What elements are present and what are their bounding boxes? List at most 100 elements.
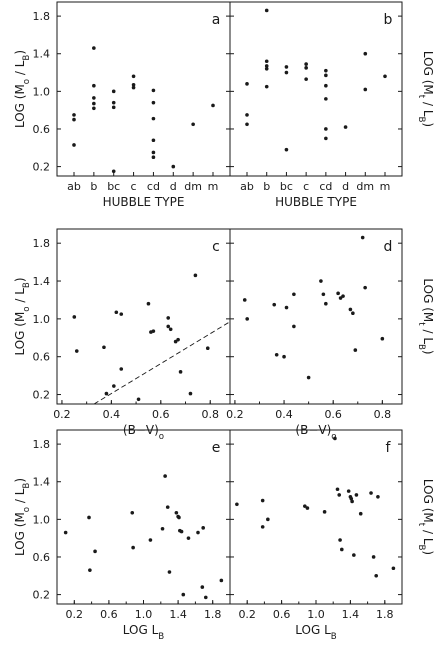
data-point-d	[292, 292, 296, 297]
data-point-a	[211, 103, 215, 108]
data-point-c	[193, 273, 198, 278]
panel-label-d: d	[384, 239, 393, 255]
x-tick-label-d: 0.4	[275, 408, 293, 421]
data-point-e	[87, 515, 91, 520]
data-point-b	[304, 62, 308, 66]
data-point-a	[72, 113, 76, 117]
data-point-a	[111, 89, 116, 94]
x-tick-label-a: c	[131, 180, 137, 193]
data-point-f	[340, 547, 344, 552]
x-tick-label-d: 0.6	[324, 408, 342, 421]
data-point-a	[111, 105, 116, 110]
y-tick-label-a: 1.4	[33, 48, 51, 61]
x-axis-label-c: (B−V)o	[123, 423, 164, 442]
data-point-e	[165, 505, 170, 509]
y-tick-label-c: 1.8	[33, 237, 51, 250]
data-point-b	[324, 68, 328, 73]
data-point-b	[284, 65, 289, 69]
data-point-b	[324, 136, 328, 141]
data-point-b	[324, 73, 328, 78]
data-point-d	[363, 285, 367, 290]
data-point-e	[88, 568, 92, 572]
y-tick-label-c: 1.4	[33, 275, 51, 288]
data-point-c	[119, 312, 124, 316]
x-tick-label-b: m	[380, 180, 391, 193]
x-tick-label-e: 1.8	[204, 608, 222, 621]
data-point-b	[383, 74, 387, 79]
y-tick-label-e: 0.6	[33, 551, 51, 564]
data-point-d	[360, 235, 365, 240]
y-axis-label-a: LOG (Mo / LB)	[13, 50, 32, 128]
data-point-e	[179, 529, 184, 534]
x-tick-label-b: c	[303, 180, 309, 193]
data-point-f	[369, 491, 373, 495]
data-point-f	[322, 510, 327, 514]
data-point-e	[131, 545, 135, 550]
data-point-d	[306, 375, 311, 380]
data-point-d	[353, 348, 358, 352]
data-point-f	[349, 496, 354, 501]
data-point-d	[282, 354, 286, 359]
data-point-c	[119, 367, 124, 371]
x-tick-label-c: 0.6	[152, 408, 170, 421]
data-point-d	[336, 291, 340, 296]
x-tick-label-f: 1.4	[342, 608, 360, 621]
x-tick-label-e: 0.2	[66, 608, 84, 621]
x-tick-label-b: b	[263, 180, 270, 193]
data-point-b	[264, 66, 269, 71]
data-point-a	[92, 106, 96, 111]
data-point-d	[324, 301, 328, 306]
data-point-e	[148, 538, 153, 542]
data-point-d	[338, 296, 343, 300]
x-axis-label-a: HUBBLE TYPE	[103, 195, 185, 209]
x-tick-label-a: dm	[184, 180, 202, 193]
data-point-b	[363, 51, 368, 56]
data-point-a	[151, 155, 156, 159]
panel-frame-e	[56, 429, 231, 605]
data-point-a	[151, 138, 156, 143]
x-axis-label-b: HUBBLE TYPE	[275, 195, 357, 209]
data-point-b	[264, 64, 269, 68]
data-point-e	[181, 592, 186, 597]
y-tick-label-a: 0.6	[33, 123, 51, 136]
data-point-e	[130, 510, 135, 515]
x-tick-label-e: 0.6	[100, 608, 118, 621]
y-axis-label-b: LOG (Mt / LB)	[416, 51, 435, 127]
data-point-a	[72, 143, 76, 147]
data-point-c	[102, 345, 106, 350]
y-axis-label-c: LOG (Mo / LB)	[13, 277, 32, 355]
data-point-c	[104, 391, 109, 396]
panel-frame-c	[56, 228, 231, 405]
data-point-c	[188, 391, 193, 396]
data-point-c	[112, 384, 116, 388]
y-tick-label-e: 1.4	[33, 476, 51, 489]
data-point-b	[245, 82, 249, 86]
x-tick-label-f: 1.8	[376, 608, 394, 621]
x-tick-label-a: ab	[67, 180, 81, 193]
data-point-a	[111, 169, 116, 174]
data-point-b	[264, 84, 269, 89]
x-axis-label-e: LOG LB	[123, 623, 165, 642]
dashed-fit-line-c	[93, 321, 231, 405]
data-point-a	[131, 82, 136, 87]
y-axis-label-e: LOG (Mo / LB)	[13, 478, 32, 556]
data-point-b	[324, 127, 328, 131]
panel-frame-d	[229, 228, 403, 405]
data-point-f	[391, 566, 396, 571]
data-point-b	[245, 113, 249, 117]
data-point-b	[324, 83, 328, 88]
data-point-e	[203, 595, 208, 600]
x-axis-label-f: LOG LB	[295, 623, 337, 642]
data-point-f	[266, 517, 270, 522]
y-axis-label-d: LOG (Mt / LB)	[416, 278, 435, 354]
x-tick-label-a: b	[90, 180, 97, 193]
data-point-d	[341, 294, 345, 298]
panel-label-e: e	[212, 440, 221, 456]
data-point-a	[151, 150, 156, 155]
data-point-a	[191, 122, 195, 127]
data-point-c	[136, 397, 141, 402]
data-point-c	[151, 329, 156, 333]
y-tick-label-a: 1.8	[33, 10, 51, 23]
data-point-f	[346, 489, 351, 493]
data-point-b	[264, 59, 269, 64]
